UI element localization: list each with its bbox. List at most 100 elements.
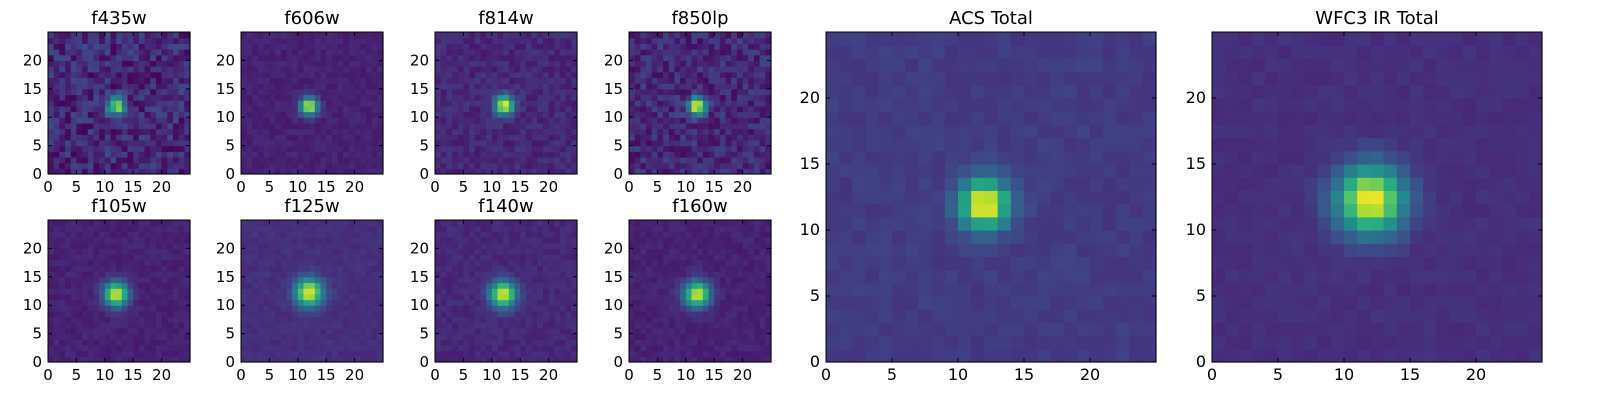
y-tick-label: 15 [604, 80, 623, 98]
heatmap-cell [998, 270, 1012, 284]
heatmap-cell [65, 351, 71, 357]
heatmap-cell [321, 345, 327, 351]
heatmap-cell [1304, 204, 1318, 218]
heatmap-cell [714, 77, 720, 83]
heatmap-cell [349, 288, 355, 294]
heatmap-cell [65, 140, 71, 146]
heatmap-cell [686, 112, 692, 118]
heatmap-cell [686, 83, 692, 89]
heatmap-cell [754, 66, 760, 72]
heatmap-cell [1410, 270, 1424, 284]
heatmap-cell [162, 66, 168, 72]
heatmap-cell [99, 305, 105, 311]
heatmap-cell [1116, 230, 1130, 244]
heatmap-cell [998, 322, 1012, 336]
heatmap-cell [515, 140, 521, 146]
heatmap-cell [179, 334, 185, 340]
heatmap-cell [1331, 45, 1345, 59]
heatmap-cell [748, 66, 754, 72]
heatmap-cell [173, 288, 179, 294]
heatmap-cell [663, 77, 669, 83]
heatmap-cell [59, 100, 65, 106]
heatmap-cell [241, 77, 247, 83]
heatmap-cell [48, 277, 54, 283]
heatmap-cell [709, 89, 715, 95]
heatmap-cell [657, 140, 663, 146]
heatmap-cell [1384, 322, 1398, 336]
heatmap-cell [179, 282, 185, 288]
heatmap-cell [1384, 164, 1398, 178]
heatmap-cell [1450, 204, 1464, 218]
heatmap-cell [879, 164, 893, 178]
heatmap-cell [1238, 72, 1252, 86]
heatmap-cell [1116, 309, 1130, 323]
heatmap-cell [110, 231, 116, 237]
heatmap-cell [635, 134, 641, 140]
heatmap-cell [338, 146, 344, 152]
heatmap-cell [48, 254, 54, 260]
heatmap-cell [1331, 283, 1345, 297]
heatmap-cell [520, 38, 526, 44]
heatmap-cell [669, 89, 675, 95]
heatmap-cell [65, 226, 71, 232]
heatmap-cell [452, 134, 458, 140]
heatmap-cell [1516, 322, 1530, 336]
heatmap-cell [1090, 111, 1104, 125]
heatmap-cell [492, 94, 498, 100]
heatmap-cell [122, 140, 128, 146]
heatmap-cell [82, 220, 88, 226]
heatmap-cell [105, 260, 111, 266]
heatmap-cell [252, 151, 258, 157]
heatmap-cell [343, 117, 349, 123]
heatmap-cell [1278, 32, 1292, 46]
heatmap-cell [475, 151, 481, 157]
heatmap-cell [93, 123, 99, 129]
heatmap-cell [173, 106, 179, 112]
heatmap-cell [663, 89, 669, 95]
heatmap-cell [292, 55, 298, 61]
heatmap-cell [360, 322, 366, 328]
heatmap-cell [366, 123, 372, 129]
heatmap-cell [1384, 349, 1398, 363]
heatmap-cell [480, 49, 486, 55]
heatmap-cell [852, 256, 866, 270]
heatmap-cell [492, 146, 498, 152]
heatmap-cell [905, 32, 919, 46]
heatmap-cell [640, 117, 646, 123]
heatmap-cell [139, 328, 145, 334]
heatmap-cell [145, 317, 151, 323]
heatmap-cell [1370, 322, 1384, 336]
heatmap-cell [76, 49, 82, 55]
heatmap-cell [315, 157, 321, 163]
heatmap-cell [48, 151, 54, 157]
heatmap-cell [480, 32, 486, 38]
heatmap-cell [88, 345, 94, 351]
heatmap-cell [366, 300, 372, 306]
heatmap-cell [731, 100, 737, 106]
heatmap-cell [162, 134, 168, 140]
heatmap-cell [760, 66, 766, 72]
heatmap-cell [520, 55, 526, 61]
heatmap-cell [110, 106, 116, 112]
heatmap-cell [932, 217, 946, 231]
heatmap-cell [355, 300, 361, 306]
heatmap-cell [139, 94, 145, 100]
heatmap-cell [646, 129, 652, 135]
heatmap-cell [82, 271, 88, 277]
heatmap-cell [1410, 32, 1424, 46]
heatmap-cell [82, 100, 88, 106]
heatmap-cell [1318, 111, 1332, 125]
heatmap-cell [338, 163, 344, 169]
heatmap-cell [1502, 309, 1516, 323]
heatmap-cell [760, 163, 766, 169]
heatmap-cell [1130, 45, 1144, 59]
heatmap-cell [1436, 111, 1450, 125]
heatmap-cell [1502, 296, 1516, 310]
heatmap-cell [275, 277, 281, 283]
heatmap-cell [54, 220, 60, 226]
heatmap-cell [65, 117, 71, 123]
heatmap-cell [162, 151, 168, 157]
heatmap-cell [156, 134, 162, 140]
heatmap-cell [905, 204, 919, 218]
heatmap-cell [286, 317, 292, 323]
